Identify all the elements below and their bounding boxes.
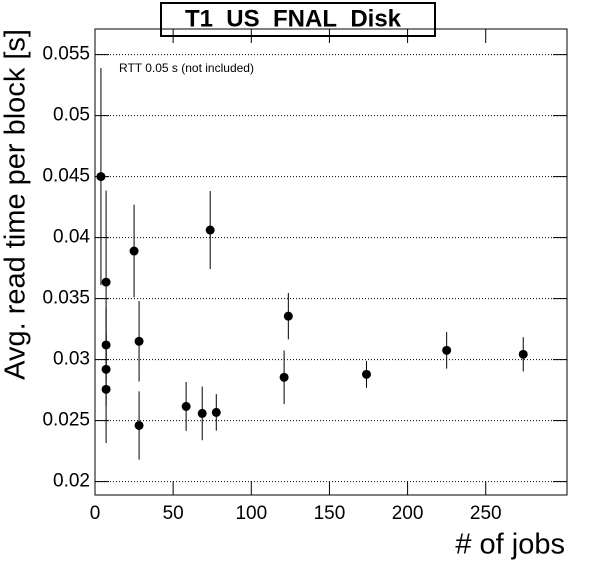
point (101, 384, 111, 394)
plot-frame (94, 28, 568, 496)
y-tick-label: 0.04 (53, 227, 90, 248)
x-tick-label: 200 (392, 503, 424, 524)
point (211, 407, 221, 417)
x-axis-label: # of jobs (455, 529, 565, 561)
y-tick-label: 0.055 (42, 44, 90, 65)
chart-title: T1_US_FNAL_Disk (185, 5, 402, 32)
title-box (160, 2, 436, 37)
point (101, 277, 111, 287)
y-axis-label: Avg. read time per block [s] (0, 29, 32, 380)
point (279, 372, 289, 382)
point (134, 420, 144, 430)
point (518, 349, 528, 359)
x-tick-label: 150 (314, 503, 346, 524)
point (96, 172, 106, 182)
point (197, 408, 207, 418)
x-tick-label: 50 (163, 503, 184, 524)
annotation: RTT 0.05 s (not included) (119, 61, 254, 75)
x-tick-label: 100 (235, 503, 267, 524)
point (442, 345, 452, 355)
y-tick-label: 0.02 (53, 471, 90, 492)
point (181, 401, 191, 411)
x-tick-label: 250 (470, 503, 502, 524)
y-tick-label: 0.035 (42, 288, 90, 309)
y-tick-label: 0.045 (42, 166, 90, 187)
x-tick-label: 0 (90, 503, 101, 524)
point (283, 311, 293, 321)
point (134, 336, 144, 346)
point (205, 225, 215, 235)
point (361, 369, 371, 379)
point (129, 246, 139, 256)
y-tick-label: 0.05 (53, 105, 90, 126)
y-tick-label: 0.025 (42, 410, 90, 431)
y-tick-label: 0.03 (53, 349, 90, 370)
